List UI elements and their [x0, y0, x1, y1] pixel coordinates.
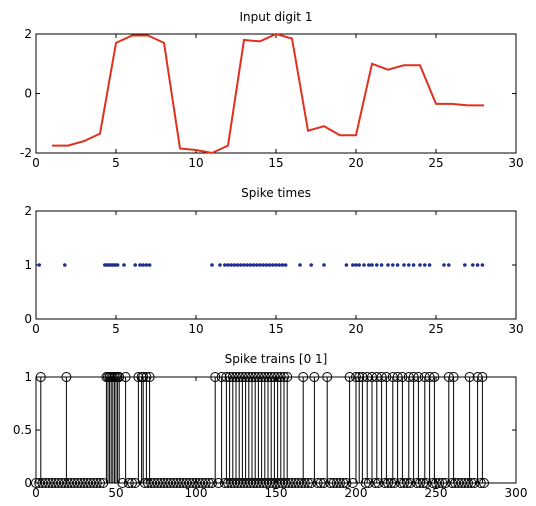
x-tick-label: 30	[508, 322, 523, 336]
spike-point	[233, 263, 237, 267]
spike-point	[380, 263, 384, 267]
spike-point	[116, 263, 120, 267]
spike-point	[386, 263, 390, 267]
spike-point	[396, 263, 400, 267]
spike-point	[277, 263, 281, 267]
spike-point	[412, 263, 416, 267]
x-tick-label: 50	[108, 486, 123, 500]
x-tick-label: 0	[32, 486, 40, 500]
spike-point	[261, 263, 265, 267]
spike-point	[428, 263, 432, 267]
x-tick-label: 10	[188, 322, 203, 336]
spike-point	[370, 263, 374, 267]
x-tick-label: 10	[188, 156, 203, 170]
spike-point	[298, 263, 302, 267]
y-tick-label: 0	[24, 312, 32, 326]
spike-point	[245, 263, 249, 267]
x-tick-label: 20	[348, 156, 363, 170]
x-tick-label: 15	[268, 156, 283, 170]
spike-point	[481, 263, 485, 267]
y-tick-label: -2	[20, 146, 32, 160]
spike-point	[268, 263, 272, 267]
spike-point	[133, 263, 137, 267]
y-tick-label: 1	[24, 258, 32, 272]
spike-point	[148, 263, 152, 267]
spike-point	[442, 263, 446, 267]
spike-point	[226, 263, 230, 267]
spike-point	[354, 263, 358, 267]
subplot-spike-trains: Spike trains [0 1] 0 50 100 150 200 250 300 0 0.…	[13, 352, 528, 500]
subplot-spike-times: Spike times 0 5 10 15 20 25 30 0 1 2	[24, 186, 523, 336]
spike-point	[284, 263, 288, 267]
y-tick-label: 0.5	[13, 423, 32, 437]
spike-point	[145, 263, 149, 267]
spike-point	[322, 263, 326, 267]
spike-point	[447, 263, 451, 267]
spike-point	[476, 263, 480, 267]
x-tick-label: 5	[112, 156, 120, 170]
y-tick-label: 0	[24, 87, 32, 101]
x-tick-label: 25	[428, 156, 443, 170]
x-tick-label: 20	[348, 322, 363, 336]
spike-point	[255, 263, 259, 267]
spike-point	[375, 263, 379, 267]
spike-point	[351, 263, 355, 267]
spike-point	[274, 263, 278, 267]
chart-title: Spike trains [0 1]	[225, 352, 328, 366]
x-tick-label: 250	[425, 486, 448, 500]
spike-point	[236, 263, 240, 267]
spike-point	[463, 263, 467, 267]
chart-title: Input digit 1	[240, 10, 313, 24]
spike-point	[281, 263, 285, 267]
x-tick-label: 0	[32, 322, 40, 336]
spike-point	[252, 263, 256, 267]
x-tick-label: 25	[428, 322, 443, 336]
spike-point	[223, 263, 227, 267]
x-tick-label: 100	[185, 486, 208, 500]
x-tick-label: 5	[112, 322, 120, 336]
spike-point	[249, 263, 253, 267]
x-tick-label: 0	[32, 156, 40, 170]
spike-point	[423, 263, 427, 267]
y-tick-label: 1	[24, 370, 32, 384]
spike-point	[391, 263, 395, 267]
spike-point	[471, 263, 475, 267]
spike-point	[271, 263, 275, 267]
spike-point	[242, 263, 246, 267]
spike-point	[218, 263, 222, 267]
spike-point	[265, 263, 269, 267]
spike-point	[345, 263, 349, 267]
spike-point	[362, 263, 366, 267]
spike-point	[258, 263, 262, 267]
y-tick-label: 2	[24, 27, 32, 41]
spike-point	[141, 263, 145, 267]
spike-point	[309, 263, 313, 267]
spike-point	[367, 263, 371, 267]
x-tick-label: 15	[268, 322, 283, 336]
spike-point	[210, 263, 214, 267]
y-tick-label: 2	[24, 204, 32, 218]
spike-point	[138, 263, 142, 267]
chart-title: Spike times	[241, 186, 311, 200]
spike-point	[37, 263, 41, 267]
y-tick-label: 0	[24, 476, 32, 490]
spike-point	[418, 263, 422, 267]
subplot-input-digit: Input digit 1 0 5 10 15 20 25 30-202	[20, 10, 524, 170]
x-tick-label: 200	[345, 486, 368, 500]
x-tick-label: 30	[508, 156, 523, 170]
spike-point	[229, 263, 233, 267]
spike-point	[407, 263, 411, 267]
spike-point	[357, 263, 361, 267]
spike-point	[122, 263, 126, 267]
x-tick-label: 300	[505, 486, 528, 500]
spike-point	[402, 263, 406, 267]
spike-point	[63, 263, 67, 267]
x-tick-label: 150	[265, 486, 288, 500]
spike-point	[239, 263, 243, 267]
